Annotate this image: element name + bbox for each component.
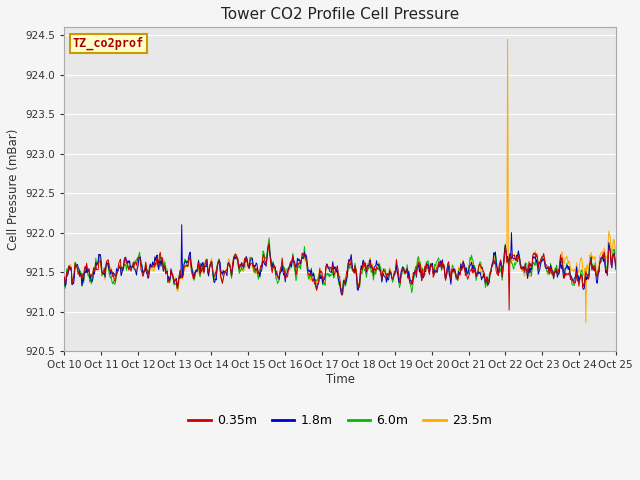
Y-axis label: Cell Pressure (mBar): Cell Pressure (mBar) [7,129,20,250]
X-axis label: Time: Time [326,373,355,386]
Text: TZ_co2prof: TZ_co2prof [73,37,144,50]
Title: Tower CO2 Profile Cell Pressure: Tower CO2 Profile Cell Pressure [221,7,459,22]
Legend: 0.35m, 1.8m, 6.0m, 23.5m: 0.35m, 1.8m, 6.0m, 23.5m [183,409,497,432]
